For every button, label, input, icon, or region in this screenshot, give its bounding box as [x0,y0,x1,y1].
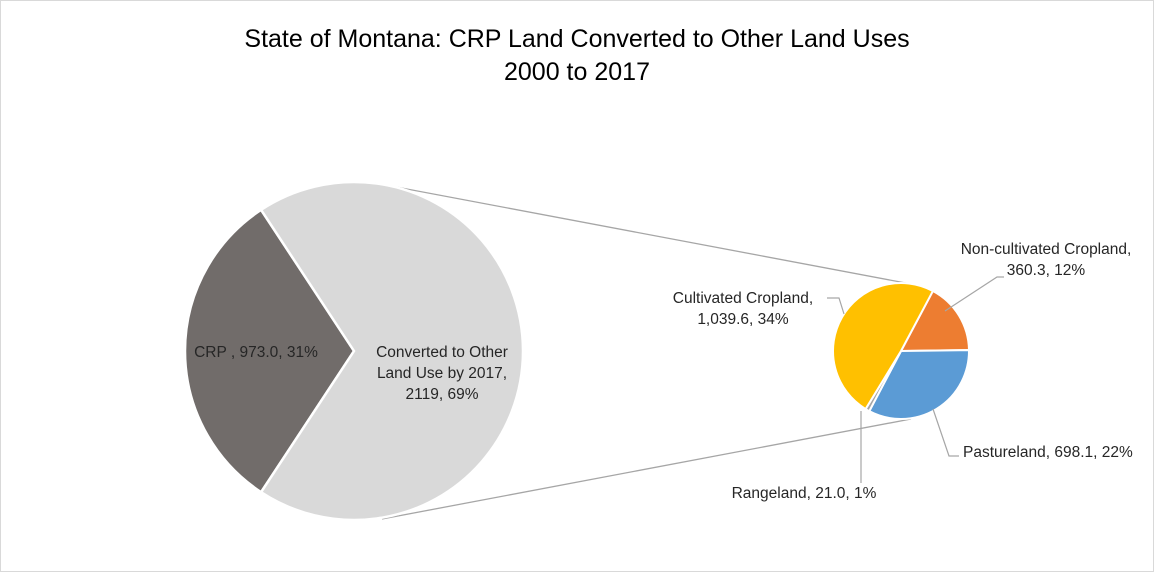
connector-line-top [374,182,912,285]
label-non-cultivated-line: 360.3, 12% [1007,262,1086,279]
label-converted-line: Converted to Other [376,344,508,361]
data-labels: CRP , 973.0, 31% Converted to Other Land U… [194,241,1133,502]
chart-title: State of Montana: CRP Land Converted to … [244,25,910,53]
connector-lines [374,182,912,520]
label-converted-line: Land Use by 2017, [377,365,507,382]
label-cultivated-line: Cultivated Cropland, [673,290,813,307]
label-rangeland: Rangeland, 21.0, 1% [732,485,877,502]
main-pie [183,180,525,522]
chart-title-block: State of Montana: CRP Land Converted to … [1,23,1153,89]
leader-pastureland [932,408,959,457]
main-slice-crp [183,208,356,494]
label-non-cultivated-line: Non-cultivated Cropland, [961,241,1132,258]
leader-non-cultivated [944,276,1004,312]
label-rangeland-line: Rangeland, 21.0, 1% [732,485,877,502]
label-converted-line: 2119, 69% [406,386,479,403]
label-cultivated-line: 1,039.6, 34% [697,311,789,328]
label-pastureland-line: Pastureland, 698.1, 22% [963,444,1133,461]
label-converted: Converted to Other Land Use by 2017, 2119,… [376,344,508,403]
chart-subtitle: 2000 to 2017 [504,58,650,86]
label-crp: CRP , 973.0, 31% [194,344,318,361]
label-pastureland: Pastureland, 698.1, 22% [963,444,1133,461]
main-slice-converted-to-other-land-use-by-2017 [259,180,525,522]
leader-cultivated [827,297,845,315]
secondary-slice-pastureland [867,349,970,420]
leader-lines [827,276,1004,483]
secondary-slice-non-cultivated-cropland [899,289,971,353]
label-non-cultivated: Non-cultivated Cropland, 360.3, 12% [961,241,1132,279]
connector-line-bottom [381,418,912,520]
label-cultivated: Cultivated Cropland, 1,039.6, 34% [673,290,813,328]
secondary-pie [832,282,971,420]
secondary-slice-cultivated-cropland [832,282,935,411]
